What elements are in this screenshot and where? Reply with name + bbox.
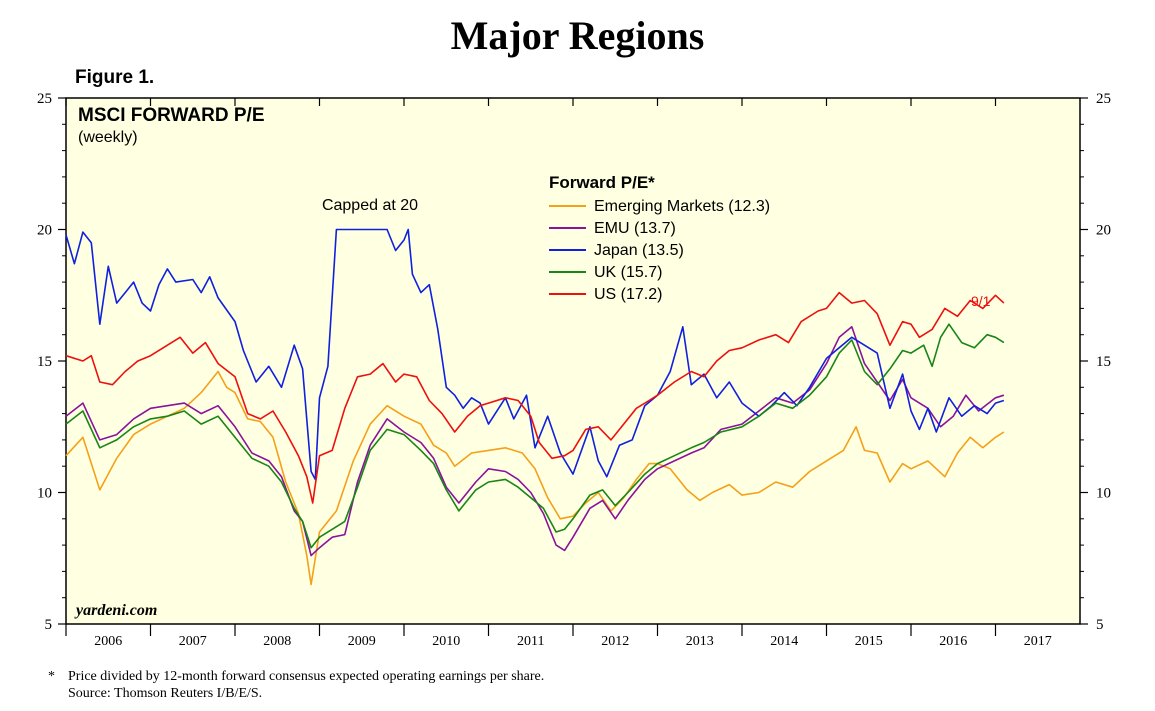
legend-title: Forward P/E* bbox=[549, 173, 655, 192]
x-tick-label: 2007 bbox=[179, 634, 207, 649]
figure-label: Figure 1. bbox=[75, 67, 155, 88]
y-tick-label-left: 20 bbox=[37, 223, 52, 239]
y-tick-label-left: 5 bbox=[45, 617, 53, 633]
y-axis-left: 5 10 15 20 25 bbox=[37, 91, 66, 633]
x-tick-label: 2008 bbox=[263, 634, 291, 649]
y-tick-label-left: 25 bbox=[37, 91, 52, 107]
y-tick-label-right: 10 bbox=[1096, 486, 1111, 502]
x-tick-label: 2016 bbox=[939, 634, 967, 649]
x-tick-label: 2012 bbox=[601, 634, 629, 649]
end-date-label: 9/1 bbox=[971, 293, 991, 309]
x-tick-label: 2006 bbox=[94, 634, 122, 649]
y-axis-right: 5 10 15 20 25 bbox=[1080, 91, 1111, 633]
chart-title: MSCI FORWARD P/E bbox=[78, 105, 265, 126]
y-tick-label-right: 15 bbox=[1096, 354, 1111, 370]
y-tick-label-right: 5 bbox=[1096, 617, 1104, 633]
x-tick-label: 2010 bbox=[432, 634, 460, 649]
capped-annotation: Capped at 20 bbox=[322, 197, 418, 214]
series-line-0 bbox=[65, 370, 1005, 586]
x-axis: 2006 2007 2008 2009 2010 2011 2012 2013 2014 2015… bbox=[65, 98, 1052, 649]
legend-label: Japan (13.5) bbox=[594, 242, 684, 259]
x-tick-label: 2013 bbox=[686, 634, 714, 649]
x-tick-label: 2017 bbox=[1024, 634, 1052, 649]
legend-label: Emerging Markets (12.3) bbox=[594, 198, 770, 215]
legend: Emerging Markets (12.3) EMU (13.7) Japan (… bbox=[549, 198, 770, 303]
series-layer bbox=[65, 228, 1005, 586]
page-title: Major Regions bbox=[450, 13, 705, 58]
legend-label: US (17.2) bbox=[594, 286, 662, 303]
legend-label: EMU (13.7) bbox=[594, 220, 676, 237]
y-tick-label-left: 15 bbox=[37, 354, 52, 370]
series-line-1 bbox=[65, 326, 1005, 557]
footnote-marker: * bbox=[48, 669, 55, 684]
footnote-text: Price divided by 12-month forward consen… bbox=[68, 669, 545, 684]
x-tick-label: 2015 bbox=[855, 634, 883, 649]
series-line-4 bbox=[65, 291, 1005, 504]
y-tick-label-left: 10 bbox=[37, 486, 52, 502]
footnote: * Price divided by 12-month forward conse… bbox=[48, 668, 544, 702]
x-tick-label: 2011 bbox=[517, 634, 544, 649]
chart-subtitle: (weekly) bbox=[78, 129, 138, 146]
series-line-3 bbox=[65, 323, 1005, 549]
series-line-2 bbox=[65, 228, 1005, 481]
x-tick-label: 2014 bbox=[770, 634, 798, 649]
y-tick-label-right: 20 bbox=[1096, 223, 1111, 239]
legend-label: UK (15.7) bbox=[594, 264, 662, 281]
y-tick-label-right: 25 bbox=[1096, 91, 1111, 107]
watermark: yardeni.com bbox=[74, 602, 157, 619]
source-note: Source: Thomson Reuters I/B/E/S. bbox=[68, 686, 263, 701]
x-tick-label: 2009 bbox=[348, 634, 376, 649]
